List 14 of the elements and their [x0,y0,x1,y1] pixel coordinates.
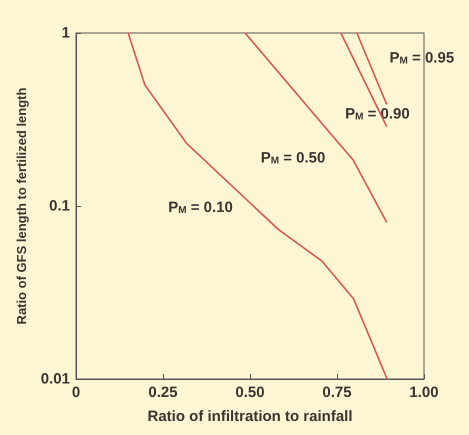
y-axis-title: Ratio of GFS length to fertilized length [14,88,29,324]
y-tick-label: 0.1 [49,198,70,214]
y-tick-label: 1 [62,24,70,42]
series-label: PM = 0.50 [260,149,326,166]
x-tick-label: 0.25 [148,384,178,401]
x-axis-title: Ratio of infiltration to rainfall [148,408,352,425]
x-tick-label: 0.75 [322,384,352,401]
y-tick-label: 0.01 [40,370,70,388]
x-tick-label: 0.50 [235,384,265,401]
series-label: PM = 0.90 [345,106,410,123]
x-tick-label: 0 [72,384,80,401]
series-label: PM = 0.95 [390,50,454,66]
series-label: PM = 0.10 [168,199,233,216]
x-tick-label: 1.00 [409,384,439,401]
